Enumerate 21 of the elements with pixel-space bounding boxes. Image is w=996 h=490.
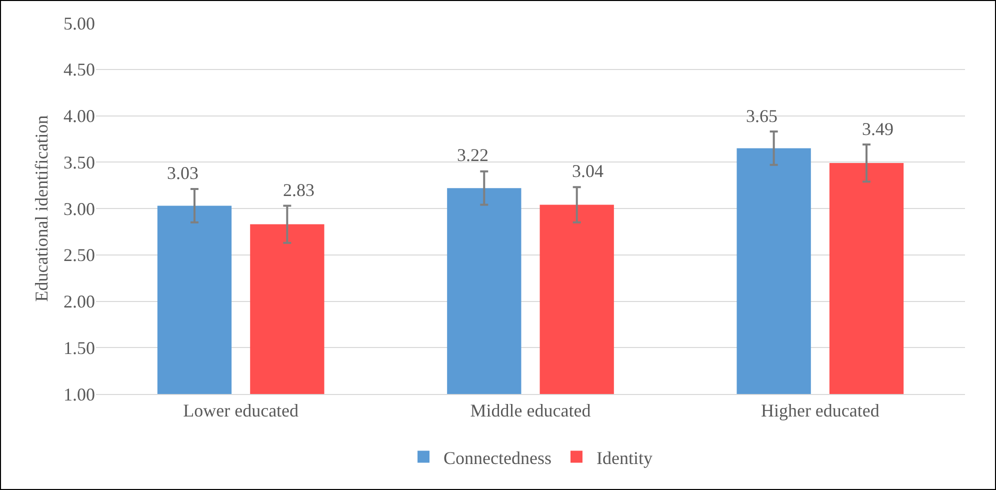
y-tick-label: 3.50 xyxy=(64,152,95,172)
data-label: 3.22 xyxy=(457,145,488,165)
y-tick-label: 2.50 xyxy=(64,245,95,266)
data-label: 3.49 xyxy=(862,119,894,139)
y-tick-label: 1.50 xyxy=(64,338,95,358)
y-tick-label: 2.00 xyxy=(64,292,95,312)
data-label: 3.04 xyxy=(572,161,604,181)
x-tick-label: Lower educated xyxy=(183,400,299,421)
data-label: 3.03 xyxy=(167,163,198,183)
y-tick-label: 1.00 xyxy=(64,384,95,404)
y-tick-label: 4.00 xyxy=(64,106,95,126)
legend-label: Connectedness xyxy=(444,448,552,468)
data-label: 2.83 xyxy=(283,180,314,200)
x-tick-label: Middle educated xyxy=(470,400,591,421)
y-tick-label: 5.00 xyxy=(64,13,95,34)
x-tick-label: Higher educated xyxy=(760,400,880,421)
y-tick-label: 4.50 xyxy=(64,60,95,80)
y-tick-label: 3.00 xyxy=(64,198,95,219)
y-axis-title: Educational identification xyxy=(32,115,52,302)
data-label: 3.65 xyxy=(746,106,778,126)
legend-label: Identity xyxy=(596,448,652,468)
